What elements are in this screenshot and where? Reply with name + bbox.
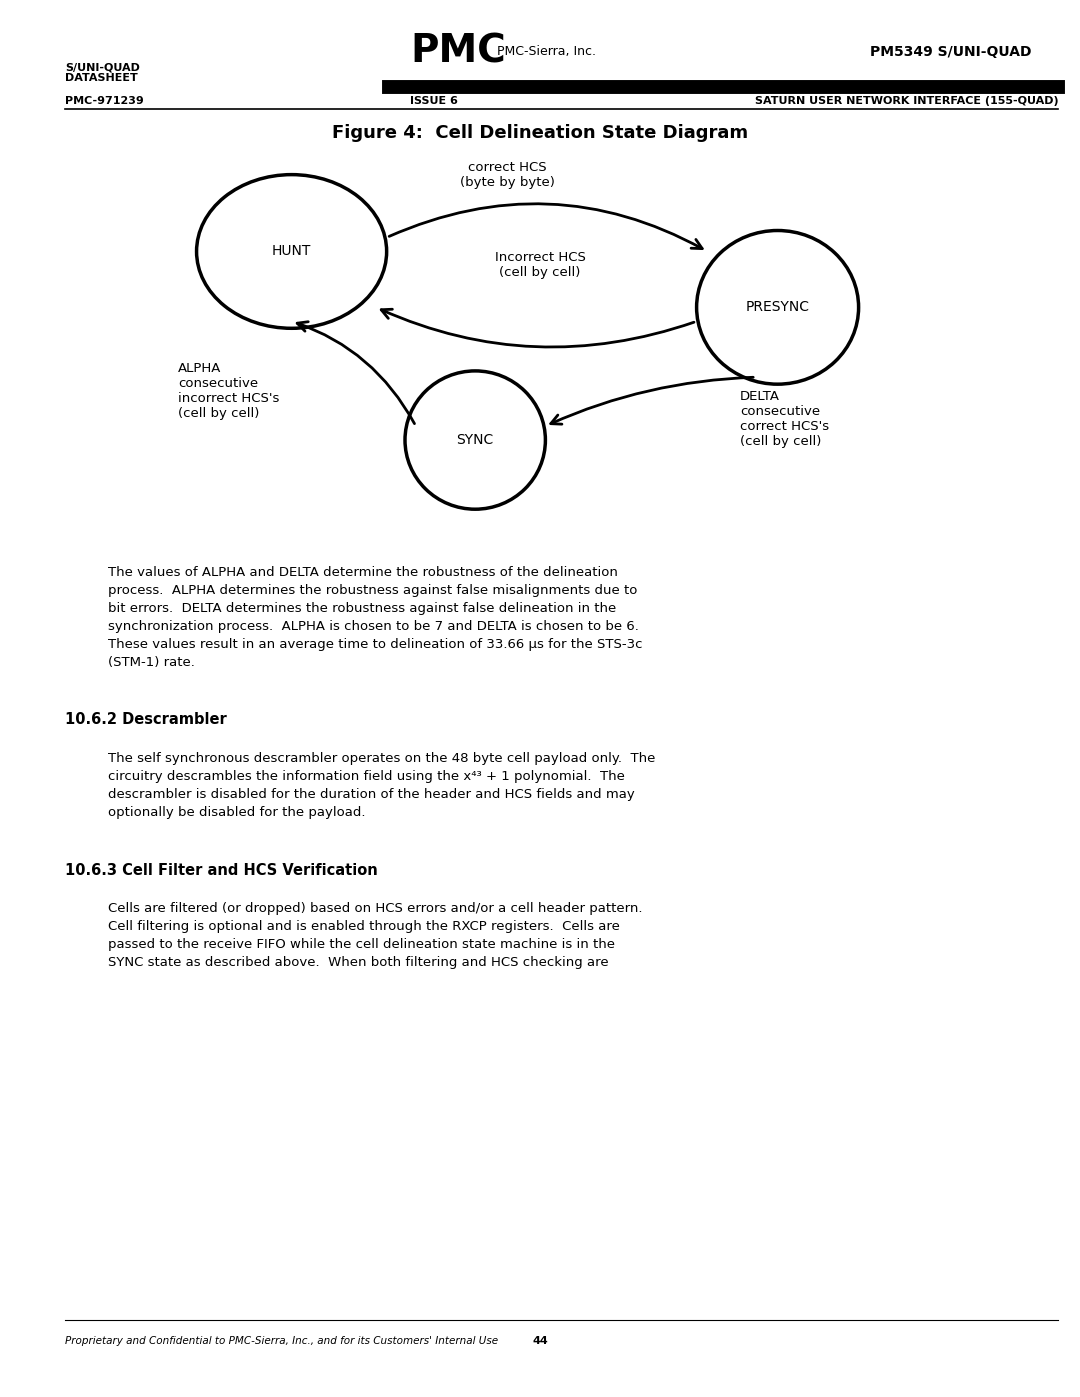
- Text: PMC: PMC: [410, 32, 507, 71]
- Text: S/UNI-QUAD: S/UNI-QUAD: [65, 61, 139, 73]
- Text: DATASHEET: DATASHEET: [65, 73, 137, 84]
- FancyArrowPatch shape: [389, 204, 702, 249]
- Text: PMC-971239: PMC-971239: [65, 95, 144, 106]
- Text: Figure 4:  Cell Delineation State Diagram: Figure 4: Cell Delineation State Diagram: [332, 124, 748, 141]
- Text: 10.6.2 Descrambler: 10.6.2 Descrambler: [65, 712, 227, 728]
- Text: DELTA
consecutive
correct HCS's
(cell by cell): DELTA consecutive correct HCS's (cell by…: [740, 390, 829, 448]
- Text: correct HCS
(byte by byte): correct HCS (byte by byte): [460, 161, 555, 189]
- Text: PM5349 S/UNI-QUAD: PM5349 S/UNI-QUAD: [869, 45, 1031, 59]
- FancyArrowPatch shape: [551, 377, 753, 425]
- Text: 44: 44: [532, 1336, 548, 1347]
- Text: PRESYNC: PRESYNC: [745, 300, 810, 314]
- Text: Incorrect HCS
(cell by cell): Incorrect HCS (cell by cell): [495, 251, 585, 279]
- Text: SATURN USER NETWORK INTERFACE (155-QUAD): SATURN USER NETWORK INTERFACE (155-QUAD): [755, 95, 1058, 106]
- Text: The self synchronous descrambler operates on the 48 byte cell payload only.  The: The self synchronous descrambler operate…: [108, 752, 656, 819]
- Text: Cells are filtered (or dropped) based on HCS errors and/or a cell header pattern: Cells are filtered (or dropped) based on…: [108, 902, 643, 970]
- Text: ISSUE 6: ISSUE 6: [410, 95, 458, 106]
- FancyArrowPatch shape: [297, 321, 415, 423]
- Text: HUNT: HUNT: [272, 244, 311, 258]
- Text: Proprietary and Confidential to PMC-Sierra, Inc., and for its Customers' Interna: Proprietary and Confidential to PMC-Sier…: [65, 1336, 498, 1347]
- Text: ALPHA
consecutive
incorrect HCS's
(cell by cell): ALPHA consecutive incorrect HCS's (cell …: [178, 362, 280, 420]
- Text: 10.6.3 Cell Filter and HCS Verification: 10.6.3 Cell Filter and HCS Verification: [65, 863, 378, 879]
- Text: PMC-Sierra, Inc.: PMC-Sierra, Inc.: [497, 45, 596, 59]
- Text: The values of ALPHA and DELTA determine the robustness of the delineation
proces: The values of ALPHA and DELTA determine …: [108, 566, 643, 669]
- Text: SYNC: SYNC: [457, 433, 494, 447]
- FancyArrowPatch shape: [381, 309, 694, 346]
